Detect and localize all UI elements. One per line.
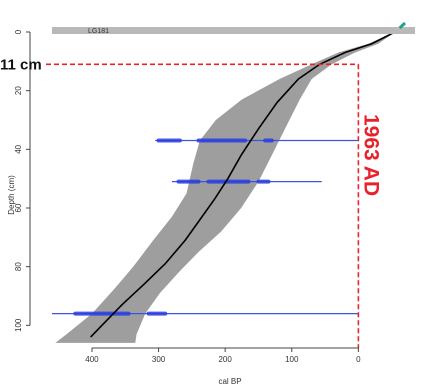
- mean-age-depth-line: [90, 31, 396, 338]
- x-tick-label-0: 0: [356, 355, 361, 364]
- x-tick-label-100: 100: [285, 355, 299, 364]
- envelope-group: [55, 32, 396, 343]
- y-tick-label-20: 20: [14, 86, 23, 95]
- y-tick-label-40: 40: [14, 144, 23, 153]
- surface-marker: [398, 21, 407, 30]
- axes-group: LG181 0 20 40 60 80 100 400 300 200 100 0: [14, 21, 415, 364]
- x-tick-label-300: 300: [152, 355, 166, 364]
- calibrated-dates-group: [52, 138, 359, 316]
- date-annotation: 1963 AD: [359, 114, 382, 196]
- y-tick-label-80: 80: [14, 262, 23, 271]
- y-tick-label-60: 60: [14, 203, 23, 212]
- series-group: [90, 31, 396, 338]
- x-axis-label: cal BP: [218, 377, 241, 386]
- x-tick-label-400: 400: [85, 355, 99, 364]
- depth-annotation: 11 cm: [0, 56, 42, 73]
- core-label: LG181: [88, 28, 109, 35]
- x-tick-label-200: 200: [218, 355, 232, 364]
- y-axis-label: Depth (cm): [7, 175, 16, 215]
- annotations-group: 11 cm 1963 AD: [0, 56, 382, 348]
- y-tick-label-100: 100: [14, 318, 23, 332]
- core-top-bar: [52, 27, 415, 34]
- confidence-envelope: [55, 32, 396, 343]
- y-tick-label-0: 0: [14, 29, 23, 34]
